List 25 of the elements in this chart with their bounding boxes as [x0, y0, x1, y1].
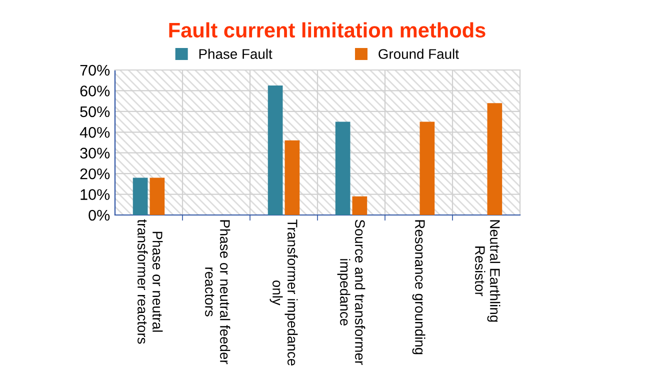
bar: [268, 86, 283, 215]
y-tick-label: 50%: [80, 106, 110, 118]
x-tick-label: Phase or neutral transformer reactors: [138, 219, 163, 344]
y-tick-label: 40%: [80, 127, 110, 138]
bar: [150, 178, 165, 215]
x-tick-label: Source and transformer impedance: [337, 220, 366, 365]
bar: [352, 196, 368, 215]
y-tick-label: 70%: [80, 64, 110, 76]
x-tick-label: Phase or neutral feeder reactors: [205, 220, 230, 364]
chart-title: Fault current limitation methods: [169, 22, 486, 38]
y-tick-label: 30%: [80, 148, 110, 159]
y-tick-label: 20%: [80, 168, 110, 180]
bar: [487, 103, 502, 215]
bar: [284, 140, 300, 215]
x-tick-label: Resonance grounding: [412, 220, 426, 354]
bar: [132, 178, 148, 215]
bar: [420, 122, 435, 215]
x-tick-label: Neutral Earthling Resistor: [475, 220, 500, 322]
x-tick-label: Transformer impedance only: [270, 219, 298, 366]
legend-label: Phase Fault: [199, 48, 272, 59]
y-tick-label: 10%: [80, 189, 110, 200]
bar: [335, 122, 350, 215]
y-tick-label: 60%: [80, 86, 110, 96]
y-tick-label: 0%: [88, 210, 110, 221]
legend-label: Ground Fault: [378, 48, 459, 59]
